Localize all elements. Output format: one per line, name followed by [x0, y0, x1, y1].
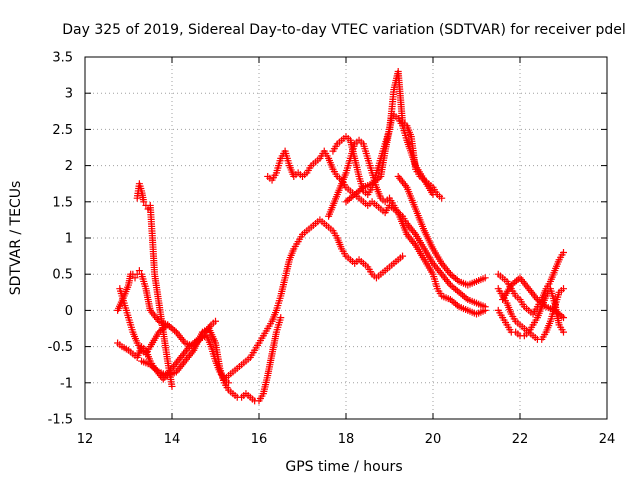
series-track-10: [342, 67, 446, 206]
y-tick-label: 0: [65, 304, 73, 319]
y-tick-label: -0.5: [48, 340, 73, 355]
data-point: [481, 274, 489, 282]
y-tick-label: 1: [65, 232, 73, 247]
data-point: [131, 274, 139, 282]
x-tick-label: 24: [599, 432, 616, 447]
x-tick-labels: 12 14 16 18 20 22 24: [77, 432, 616, 447]
data-point: [168, 382, 176, 390]
data-point: [135, 267, 143, 275]
x-tick-label: 18: [338, 432, 355, 447]
data-point: [277, 314, 285, 322]
axis-ticks: [84, 56, 608, 420]
series-track-4: [133, 180, 176, 390]
series-track-6: [220, 216, 407, 383]
data-point: [438, 194, 446, 202]
y-tick-label: 2: [65, 159, 73, 174]
x-tick-label: 14: [164, 432, 181, 447]
data-point: [560, 285, 567, 293]
series-track-11: [394, 172, 489, 289]
series-track-7: [264, 147, 489, 311]
series-track-2: [116, 285, 219, 358]
y-tick-label: 0.5: [52, 268, 73, 283]
data-point: [560, 328, 567, 336]
grid-lines: [85, 57, 607, 419]
data-point: [560, 248, 567, 256]
y-tick-label: 3: [65, 87, 73, 102]
x-tick-label: 16: [251, 432, 268, 447]
data-point: [560, 314, 567, 322]
data-point: [140, 198, 148, 206]
y-axis-title: SDTVAR / TECUs: [8, 181, 24, 296]
y-tick-label: 3.5: [52, 51, 73, 66]
data-point: [212, 317, 219, 325]
data-point: [481, 306, 489, 314]
series-track-5: [138, 314, 285, 405]
data-points: [114, 67, 567, 405]
x-axis-title: GPS time / hours: [285, 459, 402, 475]
y-tick-label: 1.5: [52, 195, 73, 210]
data-point: [399, 252, 407, 260]
y-tick-label: -1.5: [48, 413, 73, 428]
y-tick-label: -1: [60, 376, 73, 391]
series-track-15: [499, 274, 567, 322]
x-tick-label: 22: [512, 432, 529, 447]
y-tick-labels: -1.5 -1 -0.5 0 0.5 1 1.5 2 2.5 3 3.5: [48, 51, 73, 428]
x-tick-label: 20: [425, 432, 442, 447]
x-tick-label: 12: [77, 432, 94, 447]
y-tick-label: 2.5: [52, 123, 73, 138]
chart-title: Day 325 of 2019, Sidereal Day-to-day VTE…: [62, 22, 626, 38]
